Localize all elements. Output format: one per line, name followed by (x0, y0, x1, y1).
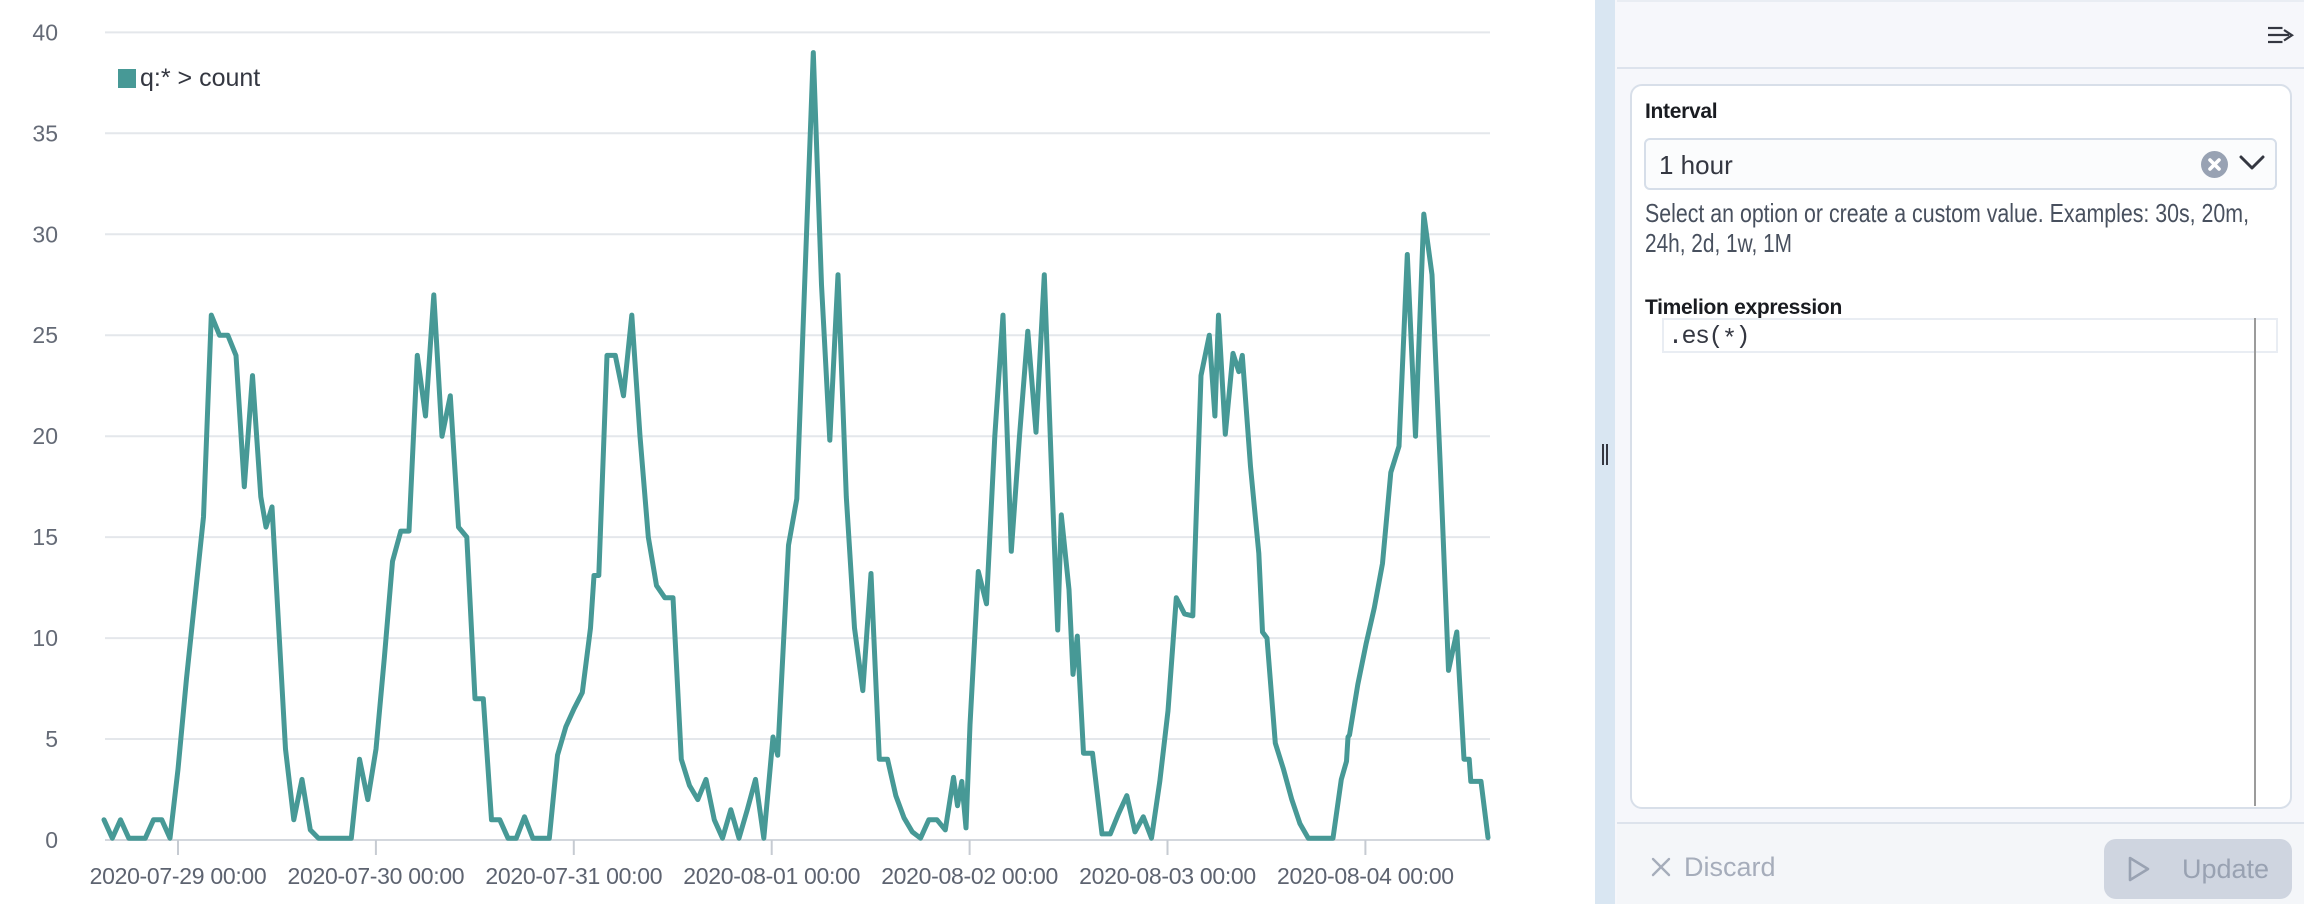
svg-text:0: 0 (45, 827, 58, 853)
svg-text:30: 30 (32, 221, 58, 247)
svg-text:40: 40 (32, 19, 58, 45)
svg-text:2020-08-03 00:00: 2020-08-03 00:00 (1079, 863, 1256, 889)
svg-text:2020-08-04 00:00: 2020-08-04 00:00 (1277, 863, 1454, 889)
svg-text:2020-08-02 00:00: 2020-08-02 00:00 (881, 863, 1058, 889)
svg-text:24h, 2d, 1w, 1M: 24h, 2d, 1w, 1M (1645, 228, 1792, 258)
svg-text:35: 35 (32, 120, 58, 146)
svg-text:2020-07-30 00:00: 2020-07-30 00:00 (288, 863, 465, 889)
svg-text:2020-07-29 00:00: 2020-07-29 00:00 (90, 863, 267, 889)
svg-text:2020-08-01 00:00: 2020-08-01 00:00 (683, 863, 860, 889)
svg-text:Select an option or create a c: Select an option or create a custom valu… (1645, 198, 2249, 228)
svg-text:2020-07-31 00:00: 2020-07-31 00:00 (485, 863, 662, 889)
svg-text:15: 15 (32, 524, 58, 550)
svg-text:25: 25 (32, 322, 58, 348)
svg-text:5: 5 (45, 726, 58, 752)
svg-text:q:* > count: q:* > count (140, 64, 260, 92)
svg-text:10: 10 (32, 625, 58, 651)
svg-text:20: 20 (32, 423, 58, 449)
